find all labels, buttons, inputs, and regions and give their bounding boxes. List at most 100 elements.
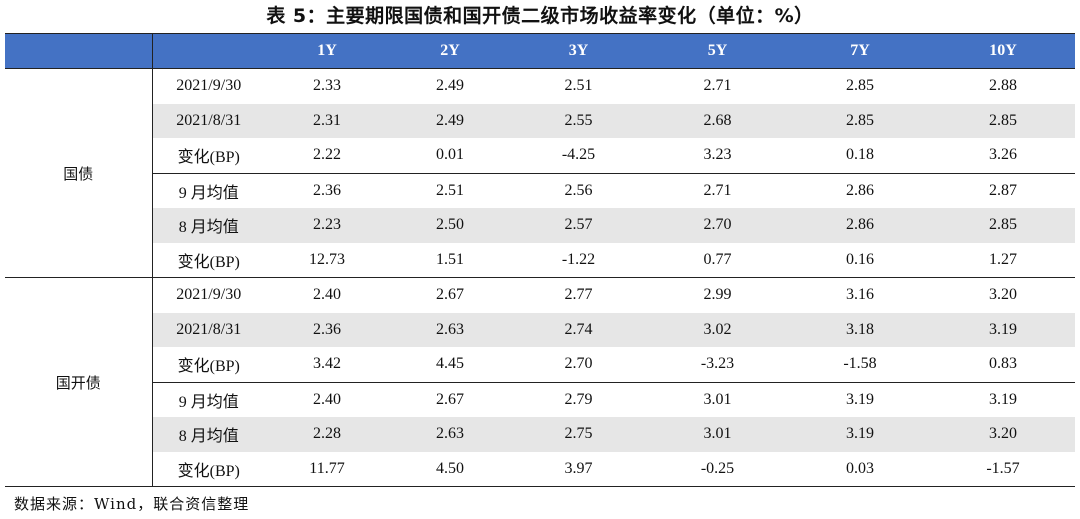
value-cell: 2.50 bbox=[389, 208, 511, 243]
header-row: 1Y 2Y 3Y 5Y 7Y 10Y bbox=[5, 33, 1075, 69]
row-label: 2021/8/31 bbox=[152, 103, 265, 138]
value-cell: 2.31 bbox=[265, 103, 389, 138]
value-cell: 3.02 bbox=[646, 312, 789, 347]
value-cell: 2.71 bbox=[703, 181, 732, 199]
table-body: 国债 2021/9/30 2.33 2.49 2.51 2.71 2.85 2.88 2021/… bbox=[5, 68, 1075, 487]
value-cell: 1.51 bbox=[389, 242, 511, 278]
value-cell: 0.01 bbox=[389, 138, 511, 174]
value-cell: 2.74 bbox=[511, 312, 646, 347]
value-cell: 2.40 bbox=[313, 390, 341, 408]
value-cell: 2.75 bbox=[511, 417, 646, 452]
value-cell: 2.63 bbox=[389, 312, 511, 347]
value-cell: -0.25 bbox=[646, 451, 789, 487]
value-cell: 2.77 bbox=[564, 286, 593, 304]
value-cell: 2.40 bbox=[313, 286, 341, 304]
value-cell: 2.86 bbox=[846, 181, 874, 199]
value-cell: 2.67 bbox=[436, 390, 464, 408]
value-cell: 2.85 bbox=[931, 208, 1075, 243]
value-cell: 3.23 bbox=[646, 138, 789, 174]
row-label: 2021/8/31 bbox=[152, 312, 265, 347]
value-cell: 1.27 bbox=[931, 242, 1075, 278]
value-cell: 2.79 bbox=[564, 390, 593, 408]
value-cell: -1.22 bbox=[511, 242, 646, 278]
value-cell: 2.85 bbox=[846, 77, 874, 95]
value-cell: 0.18 bbox=[789, 138, 931, 174]
value-cell: 2.71 bbox=[703, 77, 732, 95]
table-row: 9 月均值 2.40 2.67 2.79 3.01 3.19 3.19 bbox=[5, 382, 1075, 417]
value-cell: 3.26 bbox=[931, 138, 1075, 174]
source-note: 数据来源：Wind，联合资信整理 bbox=[14, 495, 250, 513]
row-label: 2021/9/30 bbox=[176, 77, 242, 95]
value-cell: 2.36 bbox=[313, 181, 341, 199]
value-cell: 2.99 bbox=[703, 286, 732, 304]
table-row: 变化(BP) 3.42 4.45 2.70 -3.23 -1.58 0.83 bbox=[5, 347, 1075, 383]
value-cell: 3.97 bbox=[511, 451, 646, 487]
value-cell: 2.85 bbox=[931, 103, 1075, 138]
value-cell: 3.42 bbox=[265, 347, 389, 383]
group-label: 国开债 bbox=[5, 277, 153, 487]
value-cell: 0.16 bbox=[789, 242, 931, 278]
row-label: 9 月均值 bbox=[178, 393, 239, 411]
value-cell: 2.22 bbox=[265, 138, 389, 174]
value-cell: 2.88 bbox=[989, 77, 1017, 95]
value-cell: 2.23 bbox=[265, 208, 389, 243]
value-cell: 3.19 bbox=[846, 390, 874, 408]
row-label: 2021/9/30 bbox=[176, 286, 242, 304]
value-cell: 3.01 bbox=[646, 417, 789, 452]
row-label: 变化(BP) bbox=[152, 347, 265, 383]
group-label: 国债 bbox=[5, 68, 153, 278]
table-row: 8 月均值 2.23 2.50 2.57 2.70 2.86 2.85 bbox=[5, 208, 1075, 243]
header-cell-10y: 10Y bbox=[931, 33, 1075, 69]
table-row: 8 月均值 2.28 2.63 2.75 3.01 3.19 3.20 bbox=[5, 417, 1075, 452]
value-cell: 2.85 bbox=[789, 103, 931, 138]
table-row: 变化(BP) 11.77 4.50 3.97 -0.25 0.03 -1.57 bbox=[5, 451, 1075, 487]
table-row: 2021/8/31 2.31 2.49 2.55 2.68 2.85 2.85 bbox=[5, 103, 1075, 138]
header-cell-group bbox=[5, 33, 153, 69]
value-cell: 0.03 bbox=[789, 451, 931, 487]
value-cell: 3.20 bbox=[989, 286, 1017, 304]
header-cell-1y: 1Y bbox=[265, 33, 389, 69]
value-cell: 0.77 bbox=[646, 242, 789, 278]
table-row: 9 月均值 2.36 2.51 2.56 2.71 2.86 2.87 bbox=[5, 173, 1075, 208]
header-cell-label bbox=[152, 33, 265, 69]
value-cell: 3.16 bbox=[846, 286, 874, 304]
table-title: 表 5：主要期限国债和国开债二级市场收益率变化（单位：%） bbox=[266, 5, 814, 27]
header-cell-5y: 5Y bbox=[646, 33, 789, 69]
value-cell: 2.36 bbox=[265, 312, 389, 347]
yield-table: 1Y 2Y 3Y 5Y 7Y 10Y 国债 2021/9/30 2.33 2.49 2.… bbox=[5, 33, 1075, 487]
value-cell: 2.49 bbox=[389, 103, 511, 138]
table-row: 变化(BP) 2.22 0.01 -4.25 3.23 0.18 3.26 bbox=[5, 138, 1075, 174]
value-cell: 2.63 bbox=[389, 417, 511, 452]
value-cell: 4.50 bbox=[389, 451, 511, 487]
value-cell: 2.68 bbox=[646, 103, 789, 138]
table-row: 国债 2021/9/30 2.33 2.49 2.51 2.71 2.85 2.88 bbox=[5, 68, 1075, 278]
table-row: 国开债 2021/9/30 2.40 2.67 2.77 2.99 3.16 3.20 bbox=[5, 277, 1075, 487]
value-cell: -3.23 bbox=[646, 347, 789, 383]
value-cell: -1.57 bbox=[931, 451, 1075, 487]
header-cell-3y: 3Y bbox=[511, 33, 646, 69]
value-cell: 2.87 bbox=[989, 181, 1017, 199]
value-cell: 0.83 bbox=[931, 347, 1075, 383]
value-cell: -4.25 bbox=[511, 138, 646, 174]
value-cell: 2.51 bbox=[436, 181, 464, 199]
value-cell: 3.19 bbox=[931, 312, 1075, 347]
value-cell: 11.77 bbox=[265, 451, 389, 487]
header-cell-7y: 7Y bbox=[789, 33, 931, 69]
value-cell: 2.56 bbox=[564, 181, 593, 199]
row-label: 变化(BP) bbox=[152, 138, 265, 174]
value-cell: 2.28 bbox=[265, 417, 389, 452]
value-cell: 4.45 bbox=[389, 347, 511, 383]
row-label: 9 月均值 bbox=[178, 184, 239, 202]
value-cell: 2.49 bbox=[436, 77, 464, 95]
row-label: 变化(BP) bbox=[152, 242, 265, 278]
value-cell: -1.58 bbox=[789, 347, 931, 383]
value-cell: 2.86 bbox=[789, 208, 931, 243]
value-cell: 2.57 bbox=[511, 208, 646, 243]
row-label: 8 月均值 bbox=[152, 417, 265, 452]
value-cell: 3.01 bbox=[703, 390, 732, 408]
table-row: 变化(BP) 12.73 1.51 -1.22 0.77 0.16 1.27 bbox=[5, 242, 1075, 278]
table-row: 2021/8/31 2.36 2.63 2.74 3.02 3.18 3.19 bbox=[5, 312, 1075, 347]
value-cell: 3.20 bbox=[931, 417, 1075, 452]
value-cell: 2.67 bbox=[436, 286, 464, 304]
value-cell: 2.33 bbox=[313, 77, 341, 95]
